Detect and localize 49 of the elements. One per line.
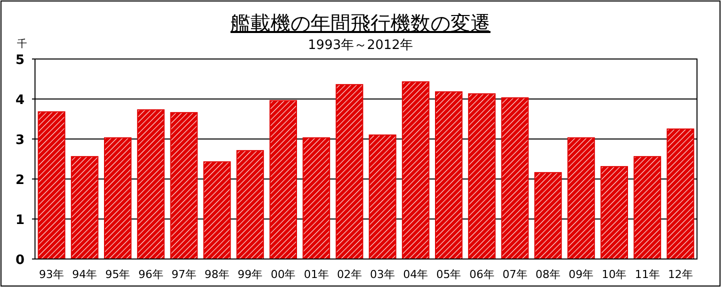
chart-subtitle: 1993年～2012年 (308, 38, 414, 53)
chart-title: 艦載機の年間飛行機数の変遷 (230, 11, 490, 35)
y-tick-label: 1 (15, 213, 25, 228)
bar (336, 84, 364, 260)
x-tick-label: 04年 (403, 268, 428, 281)
bar (104, 137, 132, 260)
bar (534, 172, 562, 260)
bar (468, 93, 496, 260)
bar (600, 166, 628, 260)
x-tick-label: 93年 (39, 268, 64, 281)
bar (170, 112, 198, 260)
x-tick-label: 11年 (634, 268, 660, 281)
y-tick-label: 0 (15, 253, 25, 268)
y-axis-title: 千 (17, 38, 27, 50)
x-tick-label: 01年 (304, 268, 329, 281)
x-tick-label: 09年 (568, 268, 594, 281)
bar (567, 137, 595, 260)
bar (137, 109, 165, 260)
x-tick-label: 96年 (138, 268, 164, 281)
y-tick-label: 4 (15, 93, 25, 108)
bar (236, 150, 264, 260)
bar (368, 134, 396, 260)
x-tick-label: 06年 (469, 268, 494, 281)
x-tick-label: 03年 (370, 268, 396, 281)
x-tick-label: 10年 (602, 268, 627, 281)
bar (666, 128, 694, 260)
x-tick-label: 08年 (536, 268, 561, 281)
x-tick-label: 12年 (668, 268, 693, 281)
y-tick-label: 2 (15, 173, 25, 188)
x-tick-label: 98年 (204, 268, 230, 281)
x-tick-label: 99年 (238, 268, 263, 281)
x-tick-label: 97年 (171, 268, 196, 281)
bar (302, 137, 330, 260)
x-tick-label: 07年 (502, 268, 528, 281)
x-tick-label: 00年 (270, 268, 296, 281)
bar (38, 111, 66, 260)
x-tick-label: 94年 (72, 268, 98, 281)
bar (402, 81, 430, 260)
y-tick-label: 3 (15, 133, 25, 148)
bar (501, 97, 529, 260)
bar (634, 156, 662, 260)
bar (203, 161, 231, 260)
x-tick-label: 02年 (336, 268, 362, 281)
bar (435, 91, 462, 260)
bar (70, 156, 98, 260)
x-tick-label: 05年 (436, 268, 462, 281)
bar (270, 100, 297, 260)
x-tick-label: 95年 (105, 268, 130, 281)
y-tick-label: 5 (15, 53, 25, 68)
